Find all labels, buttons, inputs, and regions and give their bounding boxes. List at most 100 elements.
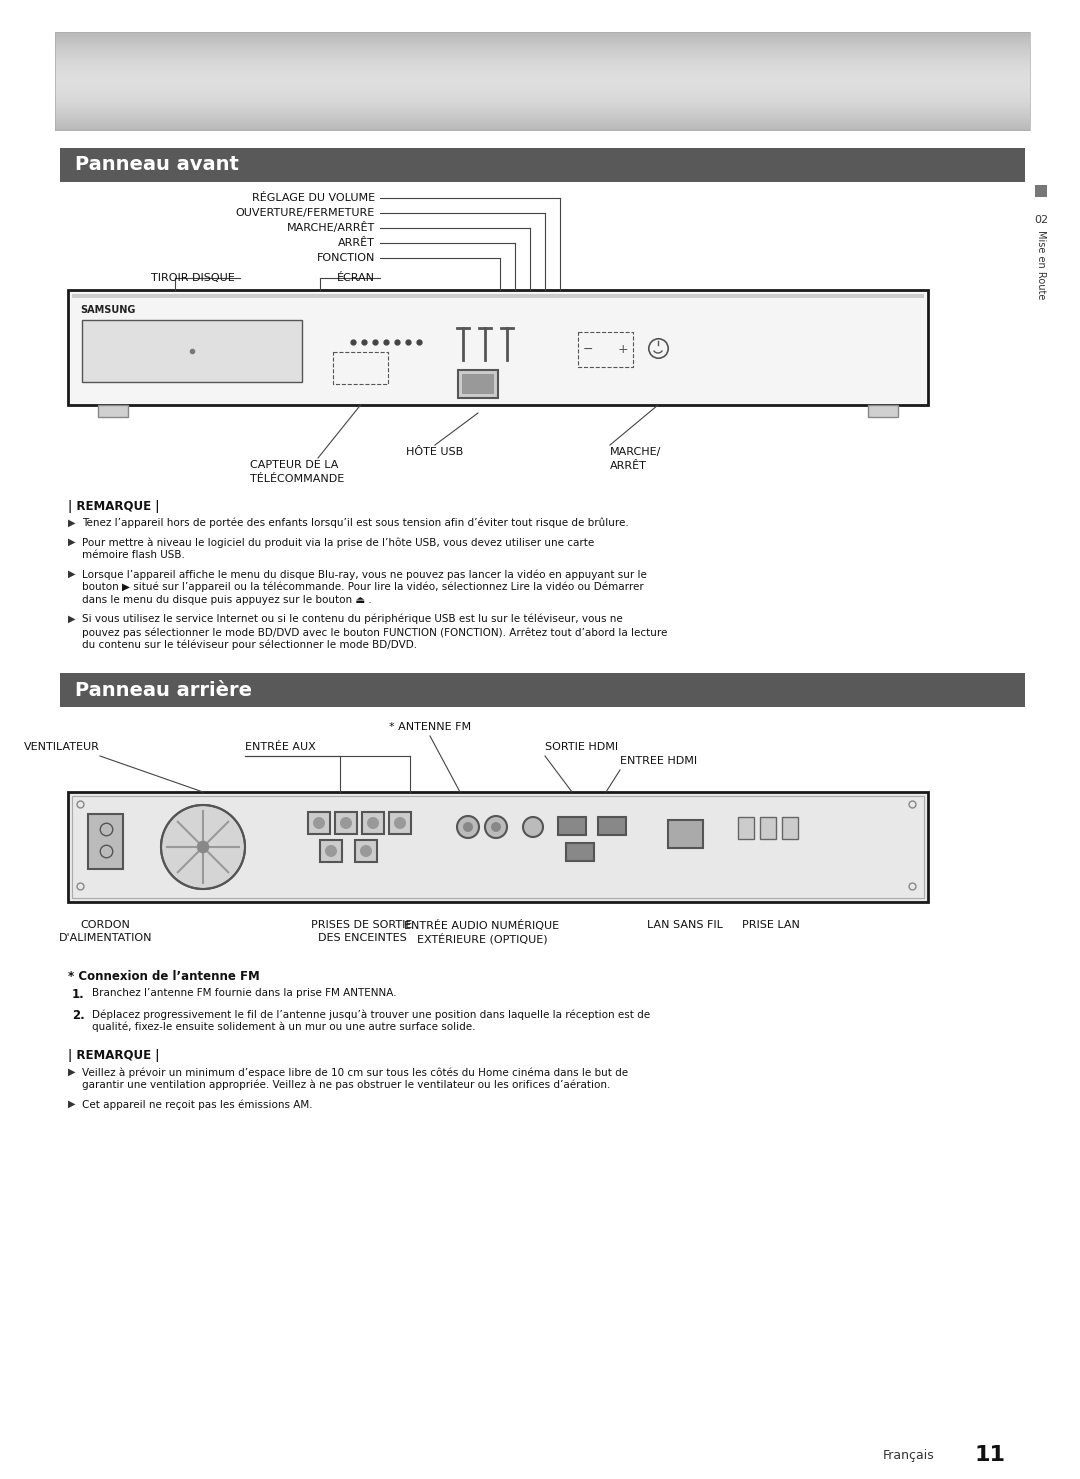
Text: MARCHE/: MARCHE/ xyxy=(610,447,661,457)
Bar xyxy=(55,96,1030,98)
Text: Cet appareil ne reçoit pas les émissions AM.: Cet appareil ne reçoit pas les émissions… xyxy=(82,1099,312,1109)
Bar xyxy=(782,816,798,839)
Bar xyxy=(55,59,1030,61)
Circle shape xyxy=(523,816,543,837)
Bar xyxy=(333,352,388,385)
Bar xyxy=(55,93,1030,95)
Bar xyxy=(458,370,498,398)
Bar xyxy=(55,77,1030,78)
Text: HÔTE USB: HÔTE USB xyxy=(406,447,463,457)
Bar xyxy=(55,98,1030,99)
Bar xyxy=(55,67,1030,68)
Bar xyxy=(55,126,1030,129)
Bar xyxy=(55,105,1030,106)
Text: ▶: ▶ xyxy=(68,1099,76,1109)
Bar xyxy=(462,374,494,393)
Bar xyxy=(55,101,1030,102)
Text: Tenez l’appareil hors de portée des enfants lorsqu’il est sous tension afin d’év: Tenez l’appareil hors de portée des enfa… xyxy=(82,518,629,528)
Bar xyxy=(566,843,594,861)
Bar xyxy=(55,75,1030,78)
Bar xyxy=(760,816,777,839)
Text: garantir une ventilation appropriée. Veillez à ne pas obstruer le ventilateur ou: garantir une ventilation appropriée. Vei… xyxy=(82,1080,610,1090)
Text: 02: 02 xyxy=(1034,214,1048,225)
Text: Déplacez progressivement le fil de l’antenne jusqu’à trouver une position dans l: Déplacez progressivement le fil de l’ant… xyxy=(92,1009,650,1019)
Text: | REMARQUE |: | REMARQUE | xyxy=(68,500,160,513)
Bar xyxy=(55,114,1030,115)
Text: ▶: ▶ xyxy=(68,614,76,624)
Bar xyxy=(335,812,357,834)
Bar xyxy=(868,405,897,417)
Bar xyxy=(55,126,1030,127)
Text: EXTÉRIEURE (OPTIQUE): EXTÉRIEURE (OPTIQUE) xyxy=(417,933,548,945)
Bar xyxy=(55,95,1030,96)
Bar xyxy=(55,55,1030,58)
Bar xyxy=(55,127,1030,129)
Circle shape xyxy=(325,845,337,856)
Text: RÉGLAGE DU VOLUME: RÉGLAGE DU VOLUME xyxy=(252,192,375,203)
Text: LAN SANS FIL: LAN SANS FIL xyxy=(647,920,723,930)
Bar xyxy=(578,331,633,367)
Text: ÉCRAN: ÉCRAN xyxy=(337,274,375,282)
Bar xyxy=(669,819,703,847)
Bar xyxy=(55,83,1030,86)
Circle shape xyxy=(491,822,501,833)
Bar xyxy=(55,117,1030,118)
Bar xyxy=(55,70,1030,71)
Text: ENTRÉE AUX: ENTRÉE AUX xyxy=(245,742,315,751)
Bar xyxy=(1035,185,1047,197)
Text: Panneau avant: Panneau avant xyxy=(75,155,239,175)
Text: pouvez pas sélectionner le mode BD/DVD avec le bouton FUNCTION (FONCTION). Arrêt: pouvez pas sélectionner le mode BD/DVD a… xyxy=(82,627,667,637)
Bar xyxy=(55,62,1030,65)
Bar xyxy=(362,812,384,834)
Bar xyxy=(55,37,1030,38)
Bar xyxy=(55,34,1030,35)
Bar xyxy=(55,106,1030,108)
Bar xyxy=(55,111,1030,114)
Text: 1.: 1. xyxy=(72,988,84,1001)
Bar xyxy=(55,118,1030,120)
Bar xyxy=(55,62,1030,64)
Text: | REMARQUE |: | REMARQUE | xyxy=(68,1049,160,1062)
Text: Veillez à prévoir un minimum d’espace libre de 10 cm sur tous les côtés du Home : Veillez à prévoir un minimum d’espace li… xyxy=(82,1066,629,1078)
Bar xyxy=(389,812,411,834)
Circle shape xyxy=(463,822,473,833)
Text: mémoire flash USB.: mémoire flash USB. xyxy=(82,550,185,561)
Bar xyxy=(87,813,123,870)
Text: −: − xyxy=(583,343,593,356)
Text: * ANTENNE FM: * ANTENNE FM xyxy=(389,722,471,732)
Bar xyxy=(558,816,586,836)
Bar xyxy=(55,84,1030,86)
Text: VENTILATEUR: VENTILATEUR xyxy=(24,742,100,751)
Text: OUVERTURE/FERMETURE: OUVERTURE/FERMETURE xyxy=(235,209,375,217)
Bar xyxy=(55,68,1030,71)
Bar xyxy=(55,102,1030,104)
Bar xyxy=(55,118,1030,121)
Bar xyxy=(55,40,1030,43)
Text: D'ALIMENTATION: D'ALIMENTATION xyxy=(58,933,152,944)
Text: ARRÊT: ARRÊT xyxy=(610,461,647,470)
Text: Mise en Route: Mise en Route xyxy=(1036,231,1047,299)
Bar xyxy=(55,98,1030,101)
Bar xyxy=(55,68,1030,70)
Bar xyxy=(55,55,1030,56)
Text: CORDON: CORDON xyxy=(81,920,131,930)
Text: Branchez l’antenne FM fournie dans la prise FM ANTENNA.: Branchez l’antenne FM fournie dans la pr… xyxy=(92,988,396,998)
Bar xyxy=(55,115,1030,117)
Bar xyxy=(55,56,1030,58)
Bar xyxy=(55,121,1030,123)
Text: ▶: ▶ xyxy=(68,569,76,578)
Bar xyxy=(55,38,1030,40)
Bar xyxy=(55,58,1030,59)
Text: ENTREE HDMI: ENTREE HDMI xyxy=(620,756,697,766)
Bar xyxy=(55,61,1030,62)
Bar xyxy=(55,123,1030,124)
Bar xyxy=(598,816,626,836)
Text: qualité, fixez-le ensuite solidement à un mur ou une autre surface solide.: qualité, fixez-le ensuite solidement à u… xyxy=(92,1022,475,1032)
Bar xyxy=(98,405,129,417)
Bar xyxy=(55,64,1030,65)
Text: +: + xyxy=(618,343,629,356)
Bar xyxy=(82,319,302,382)
Text: ▶: ▶ xyxy=(68,537,76,547)
Bar xyxy=(55,74,1030,75)
Bar xyxy=(55,40,1030,41)
